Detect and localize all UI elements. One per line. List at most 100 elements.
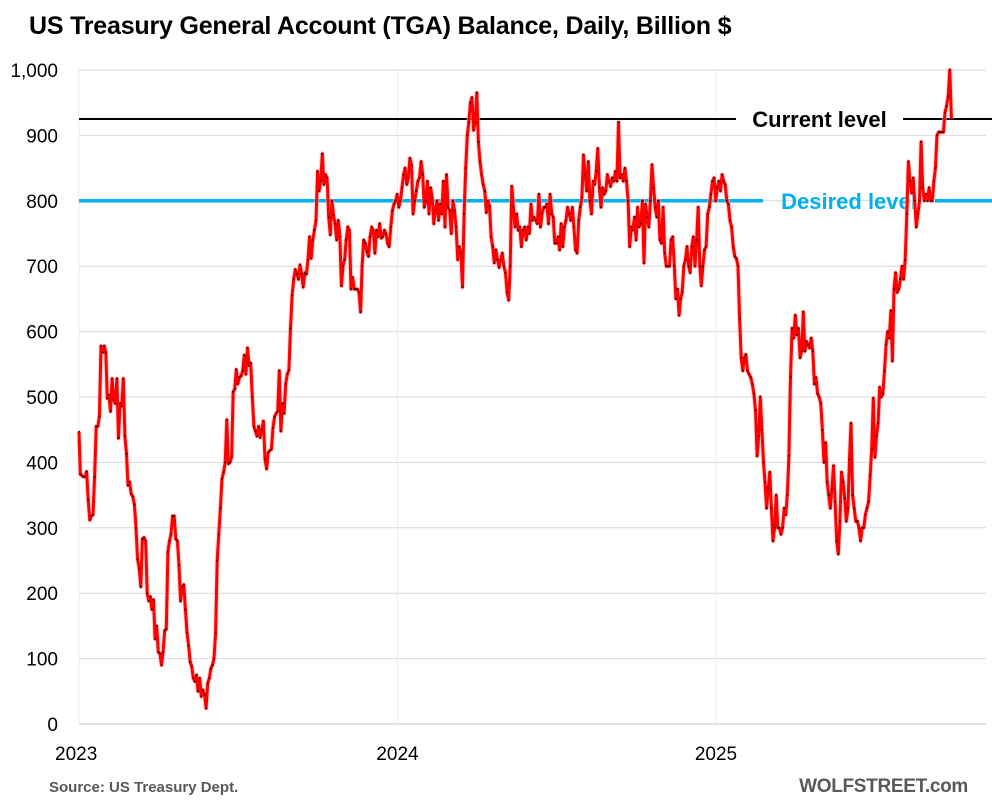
data-point [456,258,459,261]
data-point [555,242,558,245]
data-point [272,426,274,429]
data-point [339,235,341,238]
data-point [95,425,97,428]
data-point [436,200,438,202]
data-point [853,507,856,509]
data-point [565,219,567,222]
data-point [198,677,201,680]
data-point [711,180,714,182]
data-point [611,177,613,179]
data-point [407,177,410,179]
data-point [178,564,180,566]
data-point [511,185,513,188]
data-point [585,190,588,192]
data-point [396,193,398,196]
data-point [200,695,203,698]
data-point [776,527,779,529]
data-point [469,101,472,104]
data-point [898,288,900,290]
data-point [284,383,287,385]
data-point [366,251,368,253]
data-point [324,173,327,176]
data-point [472,129,475,131]
data-point [496,258,499,261]
data-point [426,180,429,182]
y-tick-label: 500 [26,388,58,409]
data-point [347,226,349,228]
data-point [577,219,580,222]
data-point [882,392,884,395]
data-point [503,265,505,267]
data-point [326,177,328,179]
data-point [315,219,317,222]
data-point [296,273,298,275]
data-point [883,370,886,372]
data-point [460,252,462,254]
data-point [216,559,219,562]
data-point [128,481,131,483]
data-point [840,471,843,474]
data-point [925,193,927,196]
data-point [420,160,422,163]
data-point [690,245,693,248]
data-point [130,492,133,495]
data-point [154,638,156,640]
data-point [751,383,754,385]
data-point [636,206,639,209]
data-point [186,631,188,634]
data-point [812,350,814,353]
data-point [251,396,254,398]
data-point [767,487,770,490]
data-point [918,200,921,202]
data-point [92,513,94,516]
data-point [905,213,908,215]
data-point [410,164,413,166]
data-point [350,288,352,290]
data-point [257,425,260,428]
data-point [437,219,440,222]
y-tick-label: 0 [47,715,58,736]
data-point [468,121,470,124]
data-point [313,229,316,232]
data-point [203,693,206,696]
data-point [617,121,620,124]
data-point [847,507,849,509]
data-point [821,428,824,431]
data-point [221,477,223,480]
data-point [573,226,575,228]
data-point [109,410,112,413]
data-point [348,229,351,232]
data-point [746,370,749,372]
data-point [673,265,676,267]
data-point [574,249,577,251]
y-tick-label: 100 [26,650,58,671]
x-tick-label: 2024 [376,744,419,765]
data-point [757,435,760,438]
data-point [866,507,868,509]
data-point [297,278,300,281]
data-point [862,527,865,529]
data-point [698,265,701,267]
data-point [144,540,147,542]
data-point [576,252,578,254]
data-point [590,213,593,215]
data-point [546,203,548,205]
data-point [342,265,344,267]
data-point [749,376,752,379]
data-point [855,520,857,523]
data-point [799,356,801,359]
data-point [429,186,432,189]
data-point [340,285,343,287]
data-point [452,200,454,202]
data-point [874,456,876,458]
data-point [146,592,148,594]
data-point [724,183,727,186]
data-point [597,147,599,150]
data-point [143,536,145,539]
data-point [896,291,899,294]
data-point [850,422,852,424]
data-point [741,370,744,372]
data-point [718,180,720,182]
data-point [824,441,827,444]
